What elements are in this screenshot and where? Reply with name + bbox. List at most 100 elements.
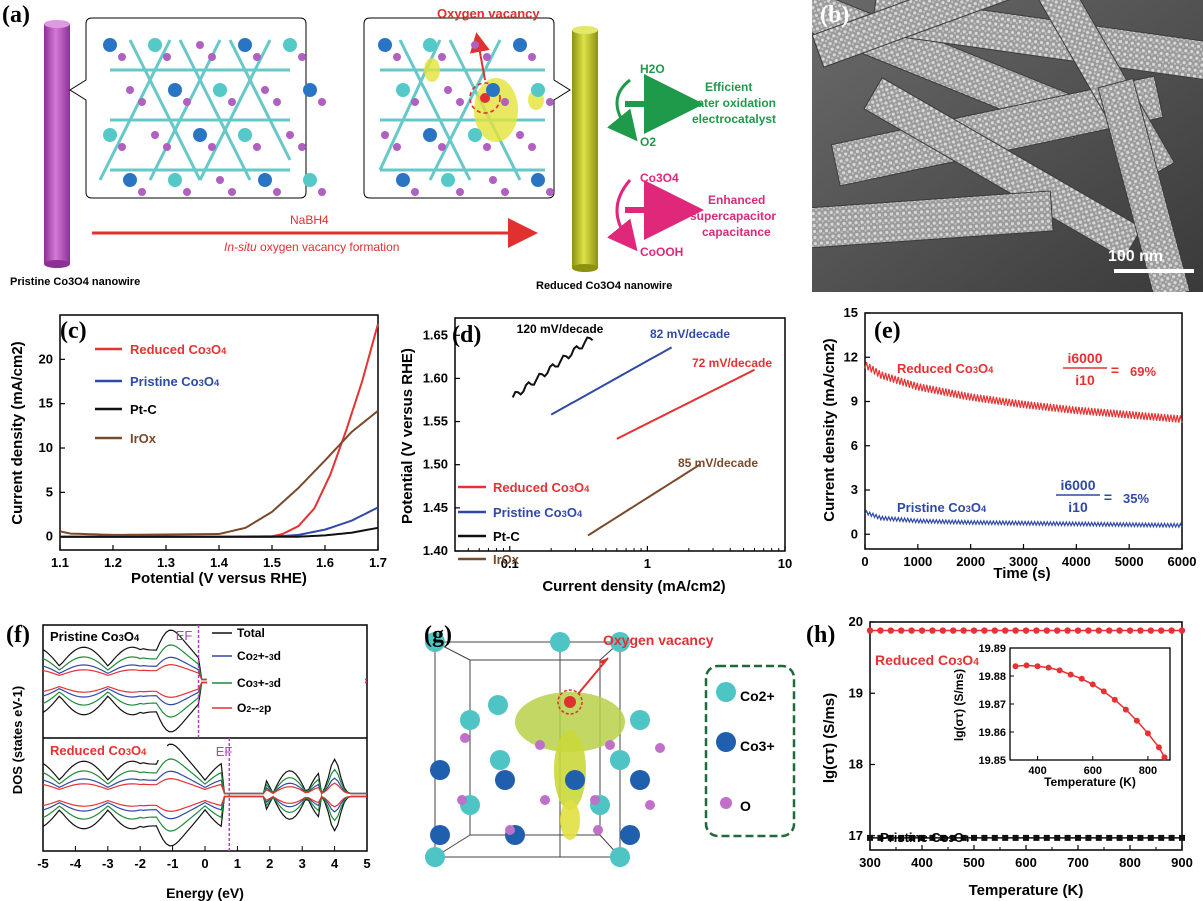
oxygen-atom	[138, 188, 146, 196]
x-tick-label: 10	[778, 556, 792, 571]
co3-atom	[620, 825, 640, 845]
x-axis-label: Temperature (K)	[969, 882, 1084, 899]
data-point	[991, 834, 998, 841]
inset-x-label: Temperature (K)	[1044, 775, 1136, 789]
fermi-label: EF	[216, 744, 233, 759]
legend-label: Reduced Co3O4	[130, 342, 227, 357]
legend-label: Pristine Co3O4	[493, 505, 583, 520]
o2-label: O2	[640, 135, 657, 149]
atom	[468, 128, 482, 142]
atom	[261, 86, 269, 94]
data-point	[1064, 834, 1071, 841]
slope-annotation: 82 mV/decade	[650, 327, 730, 341]
oxygen-atom	[411, 98, 419, 106]
charge-density	[554, 730, 586, 810]
series-line-Pristine Co3O4	[550, 346, 673, 416]
oxygen-atom	[118, 53, 126, 61]
sem-texture	[812, 0, 1203, 292]
inset-point	[1078, 675, 1085, 682]
atom	[444, 86, 452, 94]
data-point	[1116, 627, 1123, 634]
co2-atom	[460, 710, 480, 730]
inset-point	[1089, 681, 1096, 688]
cap-cycle-arrow	[607, 179, 638, 252]
oxygen-atom	[501, 188, 509, 196]
atom	[258, 173, 272, 187]
oxygen-atom	[208, 53, 216, 61]
oxygen-atom	[163, 143, 171, 151]
data-point	[939, 834, 946, 841]
inset-y-tick-label: 19.88	[978, 671, 1006, 683]
oxygen-atom	[318, 188, 326, 196]
inset-x-tick-label: 800	[1139, 765, 1157, 777]
x-tick-label: 1	[644, 556, 651, 571]
oxygen-atom	[501, 98, 509, 106]
co2-atom	[630, 710, 650, 730]
dos-curve	[42, 795, 367, 820]
vacancy-marker	[564, 696, 576, 708]
data-point	[970, 627, 978, 634]
x-tick-label: 300	[859, 855, 881, 870]
y-axis-label: lg(στ) (S/ms)	[821, 693, 838, 783]
co3-atom	[430, 760, 450, 780]
x-axis-label: Potential (V versus RHE)	[131, 570, 307, 587]
legend-label: IrOx	[130, 431, 157, 446]
x-tick-label: 1.3	[157, 555, 175, 570]
legend-co3: Co3+	[740, 738, 775, 754]
oxygen-atom	[505, 825, 515, 835]
dos-top-title: Pristine Co3O4	[50, 629, 140, 644]
x-tick-label: 0	[201, 856, 208, 871]
super-line3: capacitance	[702, 225, 771, 239]
oxygen-atom	[535, 740, 545, 750]
water-line1: Efficient	[705, 80, 753, 94]
data-point	[908, 834, 915, 841]
oxygen-atom	[546, 188, 554, 196]
x-tick-label: 0.1	[501, 556, 519, 571]
atom	[489, 176, 497, 184]
vacancy-arrowhead	[599, 658, 608, 665]
panel-label-f: (f)	[6, 622, 30, 648]
oxygen-atom	[298, 53, 306, 61]
dos-curve	[42, 795, 367, 832]
atom	[196, 41, 204, 49]
co2-atom	[610, 632, 630, 652]
data-point	[1012, 627, 1019, 634]
x-tick-label: 700	[1067, 855, 1089, 870]
data-point	[877, 834, 884, 841]
data-point	[1137, 627, 1144, 634]
scale-bar	[1114, 269, 1194, 273]
data-point	[1126, 627, 1134, 634]
x-tick-label: 900	[1171, 855, 1193, 870]
charge-density	[515, 692, 625, 752]
inset-point	[1012, 663, 1019, 670]
water-line2: water oxidation	[688, 96, 777, 110]
inset-point	[1067, 671, 1074, 678]
data-point	[929, 834, 936, 841]
y-tick-label: 1.55	[423, 414, 448, 429]
data-point	[1116, 834, 1123, 841]
pristine-crystal-callout	[69, 17, 307, 199]
x-tick-label: -4	[70, 856, 82, 871]
inset-point	[1144, 730, 1151, 737]
co2-atom	[490, 750, 510, 770]
equals-sign: =	[1111, 362, 1119, 378]
x-tick-label: 1.7	[369, 555, 387, 570]
y-tick-label: 1.40	[423, 543, 448, 558]
atom	[396, 173, 410, 187]
co3-atom	[495, 770, 515, 790]
y-tick-label: 10	[39, 440, 53, 455]
data-point	[950, 834, 957, 841]
oxygen-atom	[318, 98, 326, 106]
oxygen-atom	[528, 53, 536, 61]
data-point	[1178, 627, 1186, 634]
data-point	[1033, 627, 1040, 634]
y-axis-label: Current density (mA/cm2)	[9, 341, 26, 524]
atom	[213, 83, 227, 97]
oxygen-atom	[253, 143, 261, 151]
equals-sign: =	[1104, 489, 1112, 505]
slope-annotation: 120 mV/decade	[517, 322, 604, 336]
x-tick-label: 3	[299, 856, 306, 871]
atom	[238, 128, 252, 142]
oxygen-atom	[118, 143, 126, 151]
fraction-denominator: i10	[1068, 499, 1088, 515]
